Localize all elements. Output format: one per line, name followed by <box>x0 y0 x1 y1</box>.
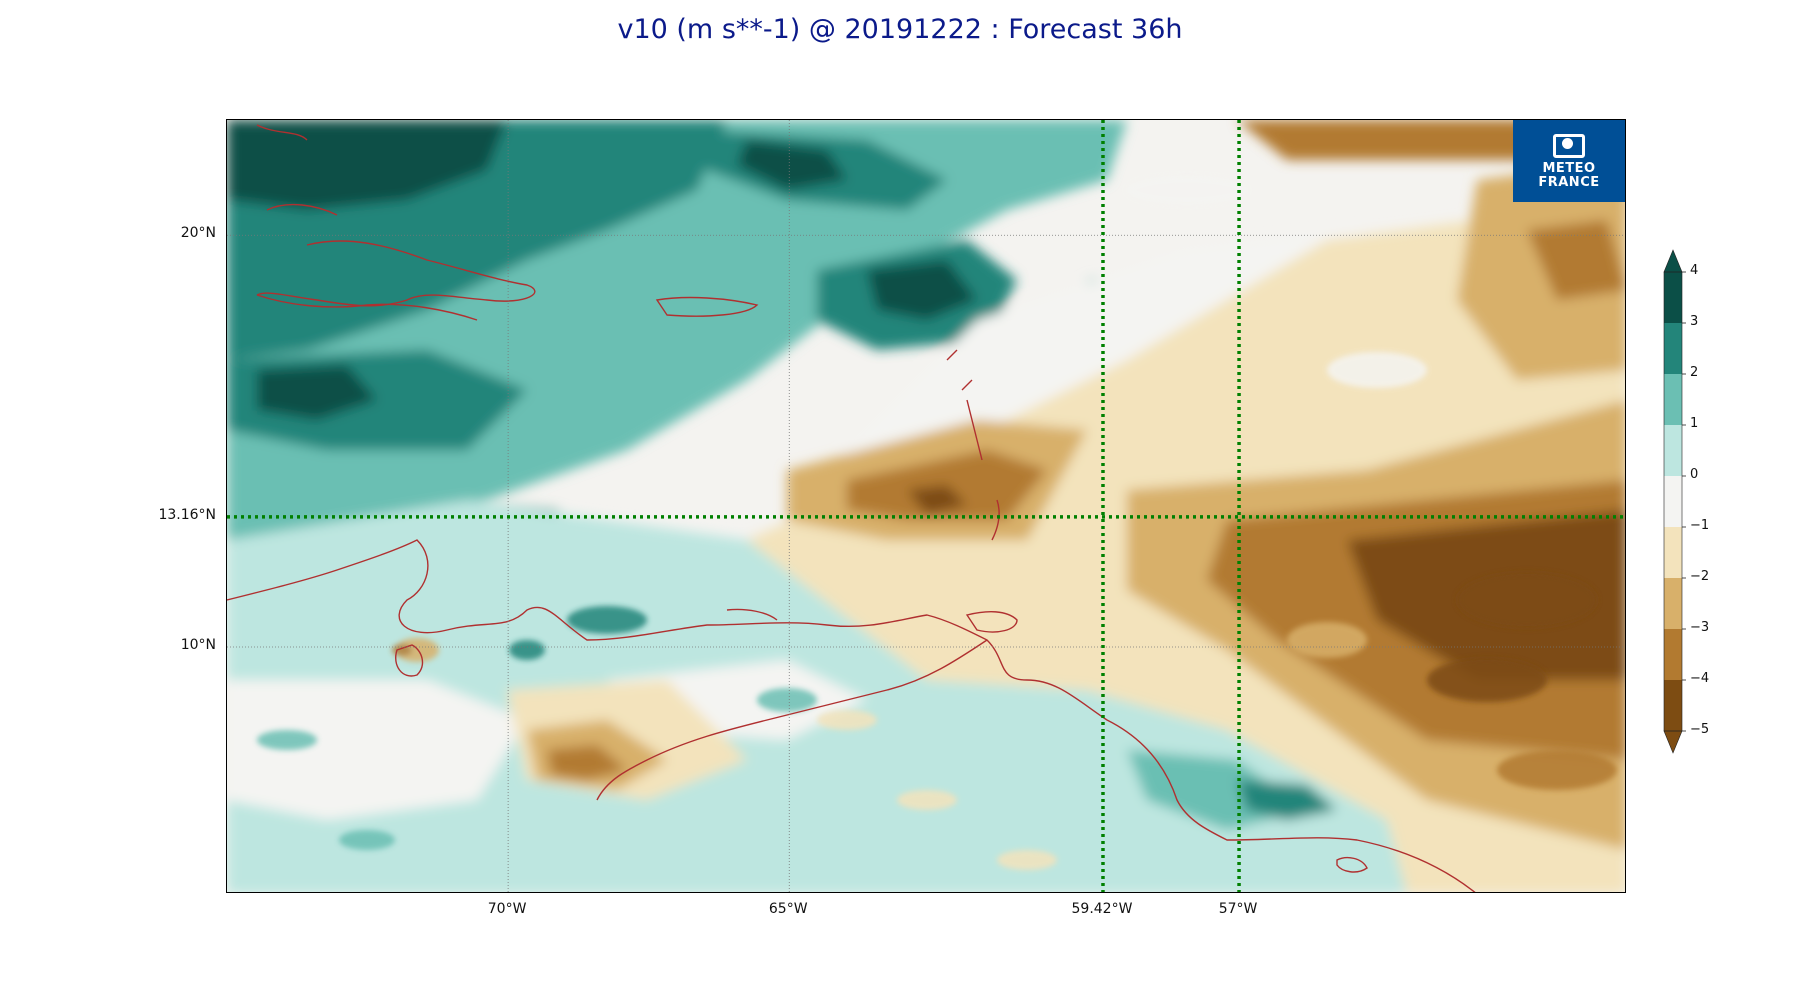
coastline-venezuela-south <box>596 639 988 801</box>
highlight-lines <box>227 120 1625 892</box>
coastline-lake-maracaibo <box>395 644 424 677</box>
wind-field-map[interactable] <box>227 120 1626 893</box>
colorbar-frame <box>1663 271 1683 732</box>
colorbar-segment <box>1664 272 1682 323</box>
map-title: v10 (m s**-1) @ 20191222 : Forecast 36h <box>617 14 1183 45</box>
map-area[interactable]: METEO FRANCE <box>226 119 1626 893</box>
coastline-island-small <box>1336 856 1368 873</box>
colorbar-segment <box>1664 527 1682 578</box>
lon-tick-label: 57°W <box>1218 901 1258 917</box>
colorbar-extend-min <box>1663 730 1683 754</box>
coastline-trinidad <box>965 611 1018 633</box>
colorbar-segment <box>1664 476 1682 527</box>
lat-tick-label: 20°N <box>180 225 216 242</box>
colorbar-tick-label: 0 <box>1690 467 1699 482</box>
colorbar-segment <box>1664 629 1682 680</box>
colorbar-tick-label: −1 <box>1690 518 1710 533</box>
colorbar-extend-max <box>1663 249 1683 273</box>
lat-tick-label: 13.16°N <box>158 506 216 523</box>
graticule-lines <box>227 120 1625 892</box>
colorbar-segment <box>1664 425 1682 476</box>
lon-tick-label: 70°W <box>487 901 527 917</box>
meteo-france-logo-icon <box>1553 134 1585 158</box>
colorbar-segment <box>1664 578 1682 629</box>
colorbar-tick-label: 2 <box>1690 365 1699 380</box>
contour-texture <box>257 176 1617 870</box>
colorbar <box>1663 249 1686 754</box>
logo-line-1: METEO <box>1542 161 1596 176</box>
colorbar-segment <box>1664 680 1682 731</box>
colorbar-segment <box>1664 374 1682 425</box>
meteo-france-logo: METEO FRANCE <box>1513 120 1625 202</box>
colorbar-tick-label: 1 <box>1690 416 1699 431</box>
colorbar-tick-label: 4 <box>1690 263 1699 278</box>
coastline-cuba-fragment <box>256 124 308 141</box>
colorbar-segment <box>1664 323 1682 374</box>
lon-tick-label: 59.42°W <box>1071 901 1133 917</box>
colorbar-tick-label: −3 <box>1690 620 1710 635</box>
coastline-lesser-antilles <box>946 349 1000 541</box>
logo-line-2: FRANCE <box>1538 175 1600 190</box>
coastlines <box>227 124 1476 892</box>
lon-tick-label: 65°W <box>768 901 808 917</box>
lat-tick-label: 10°N <box>180 636 216 653</box>
coastline-jamaica <box>266 203 338 216</box>
coastline-puerto-rico <box>655 296 759 317</box>
colorbar-tick-label: −4 <box>1690 671 1710 686</box>
coastline-south-america <box>227 539 1476 892</box>
colorbar-tick-label: −2 <box>1690 569 1710 584</box>
contour-fill <box>227 120 1625 892</box>
coastline-hispaniola-south <box>256 294 478 321</box>
coastline-curacao <box>726 608 778 621</box>
colorbar-tick-label: −5 <box>1690 722 1710 737</box>
coastline-hispaniola <box>256 240 536 307</box>
colorbar-tick-label: 3 <box>1690 314 1699 329</box>
